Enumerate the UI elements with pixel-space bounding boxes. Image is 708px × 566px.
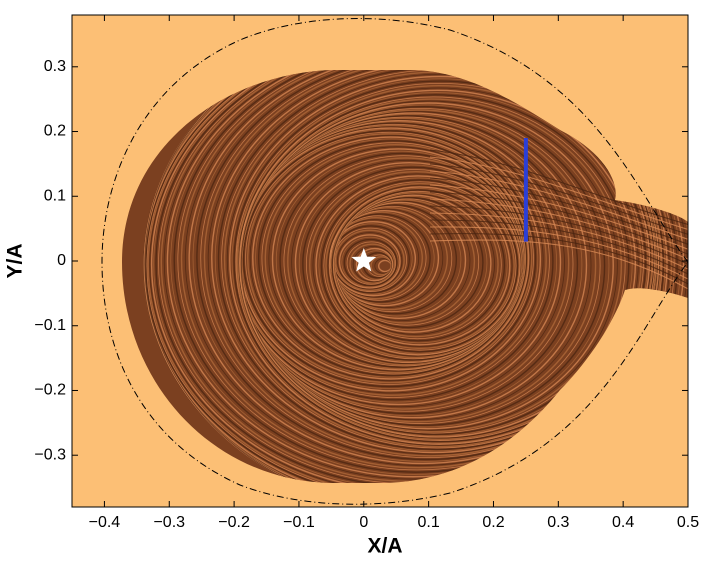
y-axis-label: Y/A — [4, 243, 27, 278]
swirl — [247, 133, 533, 384]
swirl — [147, 70, 673, 483]
swirl — [221, 70, 654, 449]
swirl — [245, 131, 534, 385]
swirl — [330, 206, 448, 311]
y-tick-label: −0.3 — [34, 446, 66, 463]
x-tick-label: 0.1 — [418, 514, 440, 531]
swirl — [144, 70, 688, 483]
x-tick-label: 0.5 — [677, 514, 699, 531]
data-marks — [351, 138, 528, 272]
swirl — [226, 73, 652, 446]
swirl — [315, 175, 521, 356]
stream-swirl — [429, 177, 688, 246]
stream-swirl — [429, 198, 688, 261]
swirl — [330, 188, 508, 344]
swirl — [145, 70, 678, 483]
stream-swirl — [429, 233, 688, 286]
x-tick-label: −0.4 — [89, 514, 121, 531]
swirl — [255, 138, 528, 378]
swirl — [352, 246, 395, 283]
swirl — [163, 70, 661, 480]
swirl — [211, 70, 656, 454]
stream-swirl — [429, 163, 688, 236]
y-tick-label: −0.1 — [34, 317, 66, 334]
swirl — [337, 232, 403, 290]
stream-swirl — [429, 156, 688, 231]
swirl — [318, 177, 520, 354]
stream-swirl — [429, 191, 688, 256]
swirl — [334, 229, 405, 292]
y-tick-label: 0 — [57, 252, 66, 269]
swirl — [332, 190, 502, 340]
swirl — [146, 70, 675, 483]
swirl — [252, 136, 530, 380]
swirl — [143, 70, 688, 483]
swirl — [158, 70, 663, 483]
swirl — [309, 170, 523, 359]
y-tick-label: 0.2 — [44, 123, 66, 140]
swirl — [264, 144, 527, 374]
stream-swirl — [429, 149, 688, 226]
swirl — [238, 87, 639, 439]
star-marker — [351, 248, 377, 272]
swirl — [343, 238, 398, 287]
swirl — [239, 89, 637, 438]
y-tick-label: 0.1 — [44, 187, 66, 204]
swirl — [312, 173, 522, 357]
swirl — [327, 184, 513, 348]
x-axis-label: X/A — [367, 535, 402, 558]
y-tick-label: −0.2 — [34, 382, 66, 399]
swirl — [323, 181, 517, 351]
swirl — [233, 80, 647, 443]
stream-swirl — [429, 205, 688, 266]
swirl — [331, 189, 506, 342]
swirl — [257, 140, 528, 377]
y-tick-label: 0.3 — [44, 58, 66, 75]
swirl — [355, 247, 394, 282]
x-tick-label: 0 — [359, 514, 368, 531]
swirl — [325, 182, 515, 350]
swirl — [338, 234, 401, 289]
x-tick-label: −0.3 — [153, 514, 185, 531]
x-tick-label: 0.3 — [547, 514, 569, 531]
swirl — [249, 135, 531, 382]
swirl — [333, 191, 499, 338]
stream-swirl — [429, 219, 688, 276]
x-tick-label: 0.4 — [612, 514, 634, 531]
swirl — [240, 94, 630, 436]
swirl — [235, 83, 644, 441]
swirl — [242, 130, 537, 388]
swirl — [328, 186, 511, 346]
roche-lobe — [101, 18, 688, 505]
stream-swirl — [429, 212, 688, 271]
stream-swirl — [429, 184, 688, 251]
x-tick-label: 0.2 — [482, 514, 504, 531]
stream-swirl — [429, 226, 688, 281]
swirl — [155, 70, 665, 483]
swirl — [229, 75, 651, 445]
swirl — [346, 241, 396, 285]
x-tick-label: −0.1 — [283, 514, 315, 531]
swirl — [240, 92, 633, 437]
swirl — [341, 236, 399, 288]
stream-swirl — [429, 170, 688, 241]
swirl — [349, 243, 396, 284]
swirl — [166, 70, 660, 478]
swirl — [153, 70, 666, 483]
x-tick-label: −0.2 — [218, 514, 250, 531]
swirl — [320, 179, 519, 353]
swirl — [261, 142, 527, 375]
stream-swirl — [429, 239, 688, 291]
